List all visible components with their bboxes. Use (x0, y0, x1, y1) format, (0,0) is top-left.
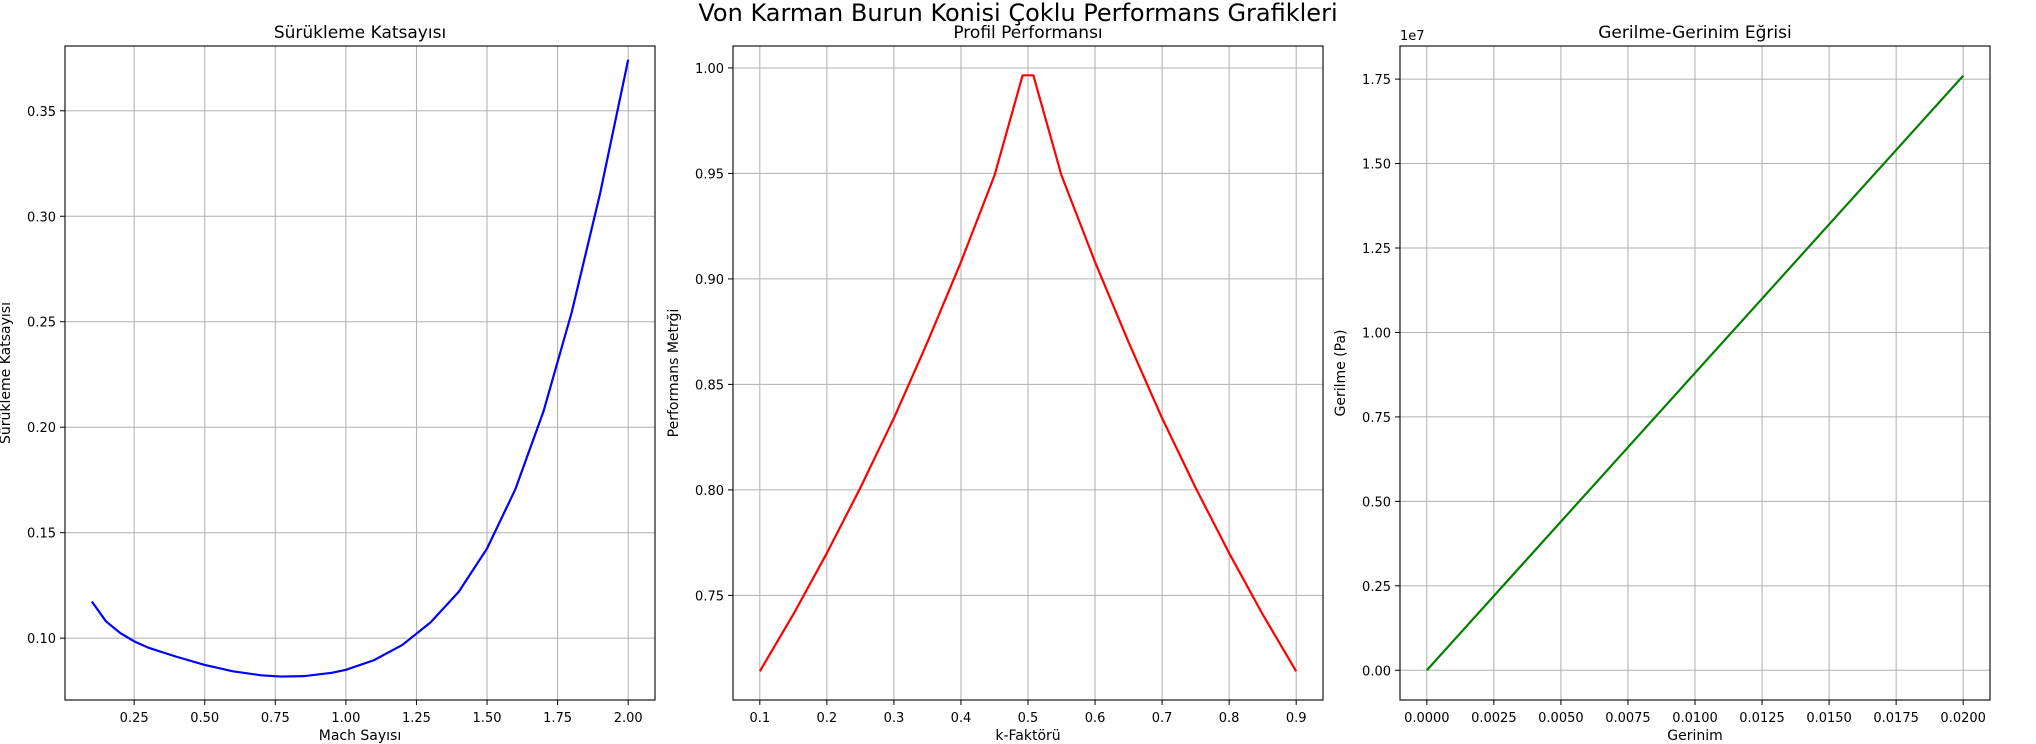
chart-0-y-tick-label-1: 0.15 (27, 527, 56, 542)
chart-0-x-axis-label: Mach Sayısı (319, 728, 402, 744)
chart-1-x-tick-label-5: 0.6 (1085, 711, 1106, 726)
chart-1-x-tick-label-2: 0.3 (884, 711, 905, 726)
chart-2-y-tick-label-6: 1.50 (1362, 158, 1391, 173)
chart-1-series-line-0 (758, 74, 1298, 672)
chart-2-y-tick-label-7: 1.75 (1362, 73, 1391, 88)
chart-2-x-tick-label-8: 0.0200 (1940, 711, 1986, 726)
chart-2-y-tick-label-2: 0.50 (1362, 495, 1391, 510)
chart-1-y-tick-label-3: 0.90 (695, 273, 724, 288)
chart-2-series-line-0 (1426, 74, 1964, 672)
chart-1-y-tick-label-0: 0.75 (695, 589, 724, 604)
chart-1-y-tick-label-2: 0.85 (695, 378, 724, 393)
chart-0-x-tick-label-2: 0.75 (261, 711, 290, 726)
chart-1-x-tick-label-8: 0.9 (1286, 711, 1307, 726)
chart-2-x-tick-label-3: 0.0075 (1605, 711, 1651, 726)
chart-2-x-tick-label-5: 0.0125 (1739, 711, 1785, 726)
chart-2-y-offset-label: 1e7 (1400, 29, 1425, 44)
chart-0-series-line-0 (90, 59, 630, 678)
chart-0-title: Sürükleme Katsayısı (274, 23, 446, 43)
chart-2-y-tick-label-5: 1.25 (1362, 242, 1391, 257)
chart-1-y-tick-label-1: 0.80 (695, 484, 724, 499)
chart-2-title: Gerilme-Gerinim Eğrisi (1598, 23, 1791, 43)
chart-0-y-tick-label-4: 0.30 (27, 210, 56, 225)
chart-0-x-tick-label-3: 1.00 (331, 711, 360, 726)
chart-0-y-tick-label-3: 0.25 (27, 316, 56, 331)
chart-0-plot-frame (64, 45, 656, 701)
chart-2-x-axis-label: Gerinim (1667, 728, 1723, 744)
chart-2-x-tick-label-6: 0.0150 (1806, 711, 1852, 726)
chart-0-x-tick-label-5: 1.50 (473, 711, 502, 726)
chart-2-y-axis-label: Gerilme (Pa) (1333, 329, 1349, 416)
chart-2-y-tick-label-3: 0.75 (1362, 411, 1391, 426)
chart-1-y-tick-label-5: 1.00 (695, 62, 724, 77)
chart-1-x-tick-label-6: 0.7 (1152, 711, 1173, 726)
figure-title: Von Karman Burun Konisi Çoklu Performans… (698, 0, 1337, 27)
chart-stress-strain: 0.0000 0.0025 0.0050 0.0075 0.0100 0.0125 0.01… (1333, 23, 1991, 744)
chart-2-x-tick-label-0: 0.0000 (1404, 711, 1450, 726)
chart-2-x-tick-label-2: 0.0050 (1538, 711, 1584, 726)
chart-1-x-tick-label-4: 0.5 (1018, 711, 1039, 726)
chart-1-x-axis-label: k-Faktörü (995, 728, 1060, 744)
chart-2-x-tick-label-7: 0.0175 (1873, 711, 1919, 726)
chart-2-y-tick-label-4: 1.00 (1362, 326, 1391, 341)
chart-2-x-tick-label-4: 0.0100 (1672, 711, 1718, 726)
chart-0-x-tick-label-0: 0.25 (120, 711, 149, 726)
chart-1-x-tick-label-0: 0.1 (749, 711, 770, 726)
chart-1-x-tick-label-3: 0.4 (951, 711, 972, 726)
chart-1-x-tick-label-1: 0.2 (817, 711, 838, 726)
chart-0-y-axis-label: Sürükleme Katsayısı (0, 302, 14, 444)
chart-1-y-axis-label: Performans Metrği (666, 309, 682, 438)
chart-0-y-tick-label-2: 0.20 (27, 421, 56, 436)
chart-0-x-tick-label-1: 0.50 (190, 711, 219, 726)
chart-1-title: Profil Performansı (953, 23, 1102, 43)
chart-0-x-tick-label-6: 1.75 (543, 711, 572, 726)
chart-0-y-tick-label-5: 0.35 (27, 105, 56, 120)
chart-0-y-tick-label-0: 0.10 (27, 632, 56, 647)
chart-0-x-tick-label-4: 1.25 (402, 711, 431, 726)
chart-2-y-tick-label-0: 0.00 (1362, 664, 1391, 679)
chart-drag-coefficient: 0.25 0.50 0.75 1.00 1.25 1.50 1.75 2.00 0.10 0.15… (0, 23, 656, 744)
chart-1-y-tick-label-4: 0.95 (695, 167, 724, 182)
chart-2-x-tick-label-1: 0.0025 (1471, 711, 1517, 726)
chart-2-y-tick-label-1: 0.25 (1362, 580, 1391, 595)
chart-profile-performance: 0.1 0.2 0.3 0.4 0.5 0.6 0.7 0.8 0.9 0.75 0.80 0.85 0… (666, 23, 1324, 744)
chart-1-x-tick-label-7: 0.8 (1219, 711, 1240, 726)
chart-0-x-tick-label-7: 2.00 (614, 711, 643, 726)
